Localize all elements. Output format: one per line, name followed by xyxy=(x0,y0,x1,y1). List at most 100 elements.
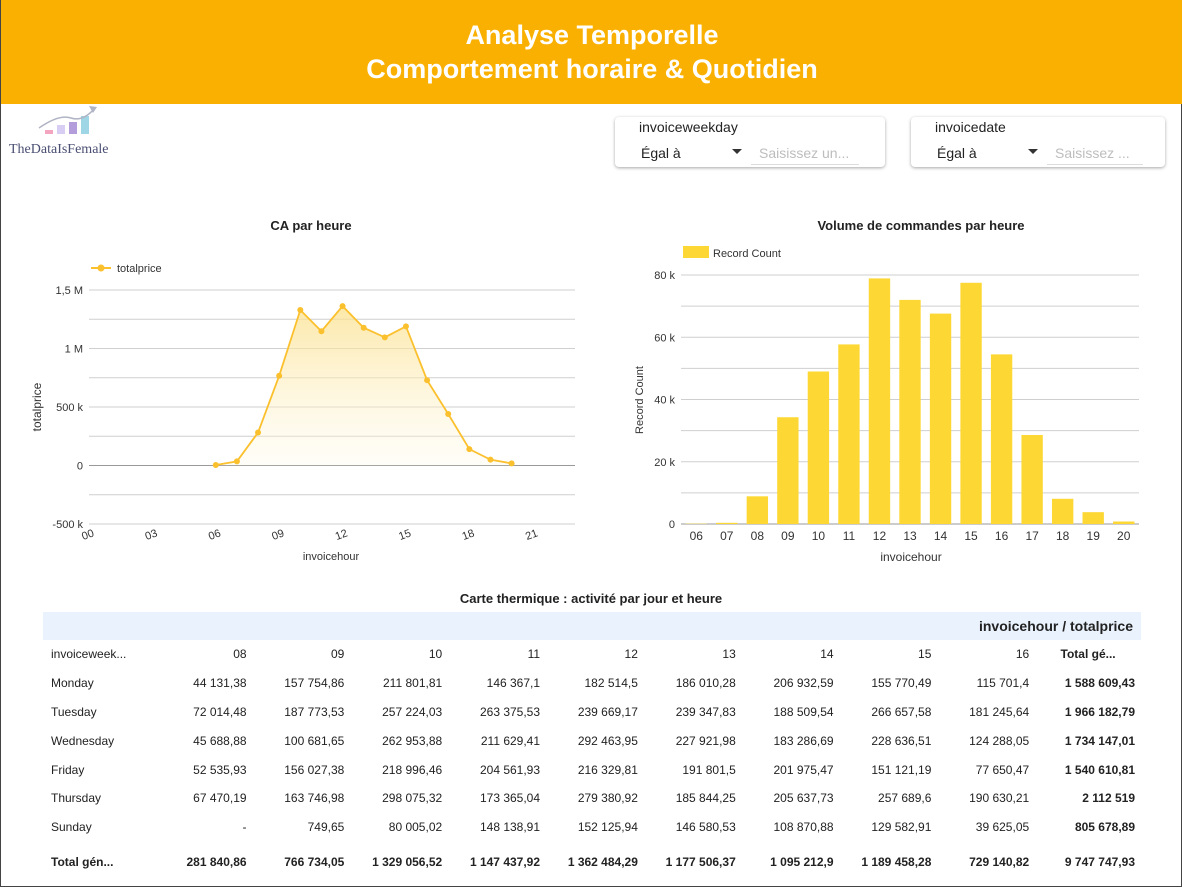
y-tick-label: 40 k xyxy=(654,395,675,407)
table-cell: 108 870,88 xyxy=(773,820,834,835)
table-cell: 218 996,46 xyxy=(382,762,443,777)
x-tick-label: 12 xyxy=(873,529,887,543)
table-cell: 239 347,83 xyxy=(675,704,736,719)
table-cell: 44 131,38 xyxy=(193,676,247,691)
table-cell: - xyxy=(242,820,247,835)
table-cell: 52 535,93 xyxy=(193,762,247,777)
column-header[interactable]: 08 xyxy=(233,647,247,662)
column-header[interactable]: 13 xyxy=(722,647,736,662)
data-point xyxy=(445,411,452,418)
table-cell: 262 953,88 xyxy=(382,733,443,748)
table-row: Thursday 67 470,19 163 746,98 298 075,32 173… xyxy=(43,784,1141,813)
row-label: Friday xyxy=(51,762,85,777)
y-tick-label: 20 k xyxy=(654,457,675,469)
chevron-down-icon[interactable] xyxy=(732,149,742,154)
y-tick-label: 80 k xyxy=(654,270,675,282)
table-cell: 281 840,86 xyxy=(186,854,247,869)
table-cell: 1 540 610,81 xyxy=(1064,762,1135,777)
table-cell: 749,65 xyxy=(307,820,345,835)
table-header-row: invoiceweek... 08 09 10 11 12 13 14 15 1… xyxy=(43,640,1141,669)
table-row: Wednesday 45 688,88 100 681,65 262 953,88 21… xyxy=(43,726,1141,755)
x-tick-label: 16 xyxy=(995,529,1009,543)
table-cell: 190 630,21 xyxy=(969,791,1030,806)
column-header[interactable]: invoiceweek... xyxy=(51,647,127,662)
bar-chart: 80 k 60 k 40 k 20 k 0 06 07 08 09 10 11 12 13 14 15 16 1… xyxy=(634,246,1139,564)
table-cell: 2 112 519 xyxy=(1082,791,1135,806)
logo-text: TheDataIsFemale xyxy=(9,142,109,157)
filter-invoiceweekday[interactable]: invoiceweekday Égal à xyxy=(615,117,885,167)
column-header[interactable]: Total gé... xyxy=(1060,647,1116,662)
bar xyxy=(807,371,830,524)
table-cell: 239 669,17 xyxy=(577,704,638,719)
bar xyxy=(960,282,982,524)
bar xyxy=(929,313,952,524)
column-header[interactable]: 12 xyxy=(624,647,638,662)
x-tick-label: 08 xyxy=(751,529,765,543)
table-cell: 72 014,48 xyxy=(193,704,247,719)
table-cell: 45 688,88 xyxy=(193,733,247,748)
table-cell: 155 770,49 xyxy=(871,676,932,691)
bar xyxy=(777,417,799,524)
column-header[interactable]: 15 xyxy=(918,647,932,662)
x-tick-label: 07 xyxy=(720,529,734,543)
data-point xyxy=(297,307,304,314)
bar xyxy=(716,522,738,524)
column-header[interactable]: 11 xyxy=(527,647,541,662)
series-area xyxy=(215,306,512,466)
chevron-down-icon[interactable] xyxy=(1028,149,1038,154)
table-cell: 156 027,38 xyxy=(284,762,345,777)
bar xyxy=(746,496,769,524)
page-title: Analyse Temporelle xyxy=(465,20,719,50)
x-tick-label: 11 xyxy=(843,529,856,543)
table-cell: Total gén... xyxy=(51,854,114,869)
column-header[interactable]: 16 xyxy=(1015,647,1030,662)
filter-value-input[interactable] xyxy=(751,141,859,165)
y-tick-label: 0 xyxy=(669,519,675,531)
table-cell: 152 125,94 xyxy=(577,820,638,835)
x-tick-label: 06 xyxy=(690,529,704,543)
filter-operator[interactable]: Égal à xyxy=(937,145,977,161)
table-cell: 298 075,32 xyxy=(382,791,443,806)
table-cell: 9 747 747,93 xyxy=(1064,854,1135,869)
line-chart-title: CA par heure xyxy=(270,218,352,233)
filter-invoicedate[interactable]: invoicedate Égal à xyxy=(911,117,1165,167)
bar xyxy=(990,354,1013,524)
x-tick-label: 03 xyxy=(144,527,160,542)
x-tick-label: 20 xyxy=(1117,529,1131,543)
filter-value-input[interactable] xyxy=(1047,141,1143,165)
table-cell: 187 773,53 xyxy=(284,704,345,719)
table-cell: 151 121,19 xyxy=(871,762,932,777)
table-cell: 191 801,5 xyxy=(682,762,736,777)
table-cell: 729 140,82 xyxy=(969,854,1030,869)
y-tick-label: 60 k xyxy=(654,332,675,344)
legend-marker xyxy=(97,264,105,272)
filter-label: invoiceweekday xyxy=(639,119,738,135)
y-tick-label: 1,5 M xyxy=(55,285,83,297)
table-cell: 1 966 182,79 xyxy=(1064,704,1135,719)
table-cell: 216 329,81 xyxy=(577,762,638,777)
table-cell: 129 582,91 xyxy=(871,820,932,835)
filter-operator[interactable]: Égal à xyxy=(641,145,681,161)
filter-label: invoicedate xyxy=(935,119,1006,135)
data-point xyxy=(487,456,494,463)
x-tick-label: 18 xyxy=(461,527,477,542)
column-header[interactable]: 10 xyxy=(428,647,443,662)
y-tick-label: 500 k xyxy=(56,402,83,414)
table-cell: 1 362 484,29 xyxy=(567,854,638,869)
table-cell: 1 734 147,01 xyxy=(1064,733,1135,748)
table-cell: 292 463,95 xyxy=(577,733,638,748)
data-point xyxy=(402,323,409,330)
data-point xyxy=(466,446,473,453)
y-tick-label: 0 xyxy=(77,461,83,473)
x-tick-label: 09 xyxy=(270,527,286,542)
column-header[interactable]: 09 xyxy=(330,647,345,662)
legend-swatch xyxy=(683,246,709,258)
table-cell: 188 509,54 xyxy=(773,704,834,719)
data-point xyxy=(508,460,515,467)
data-point xyxy=(360,324,367,331)
y-axis-label: totalprice xyxy=(30,382,44,431)
table-cell: 163 746,98 xyxy=(284,791,345,806)
table-cell: 146 580,53 xyxy=(675,820,736,835)
column-header[interactable]: 14 xyxy=(820,647,834,662)
x-tick-label: 21 xyxy=(524,527,540,542)
